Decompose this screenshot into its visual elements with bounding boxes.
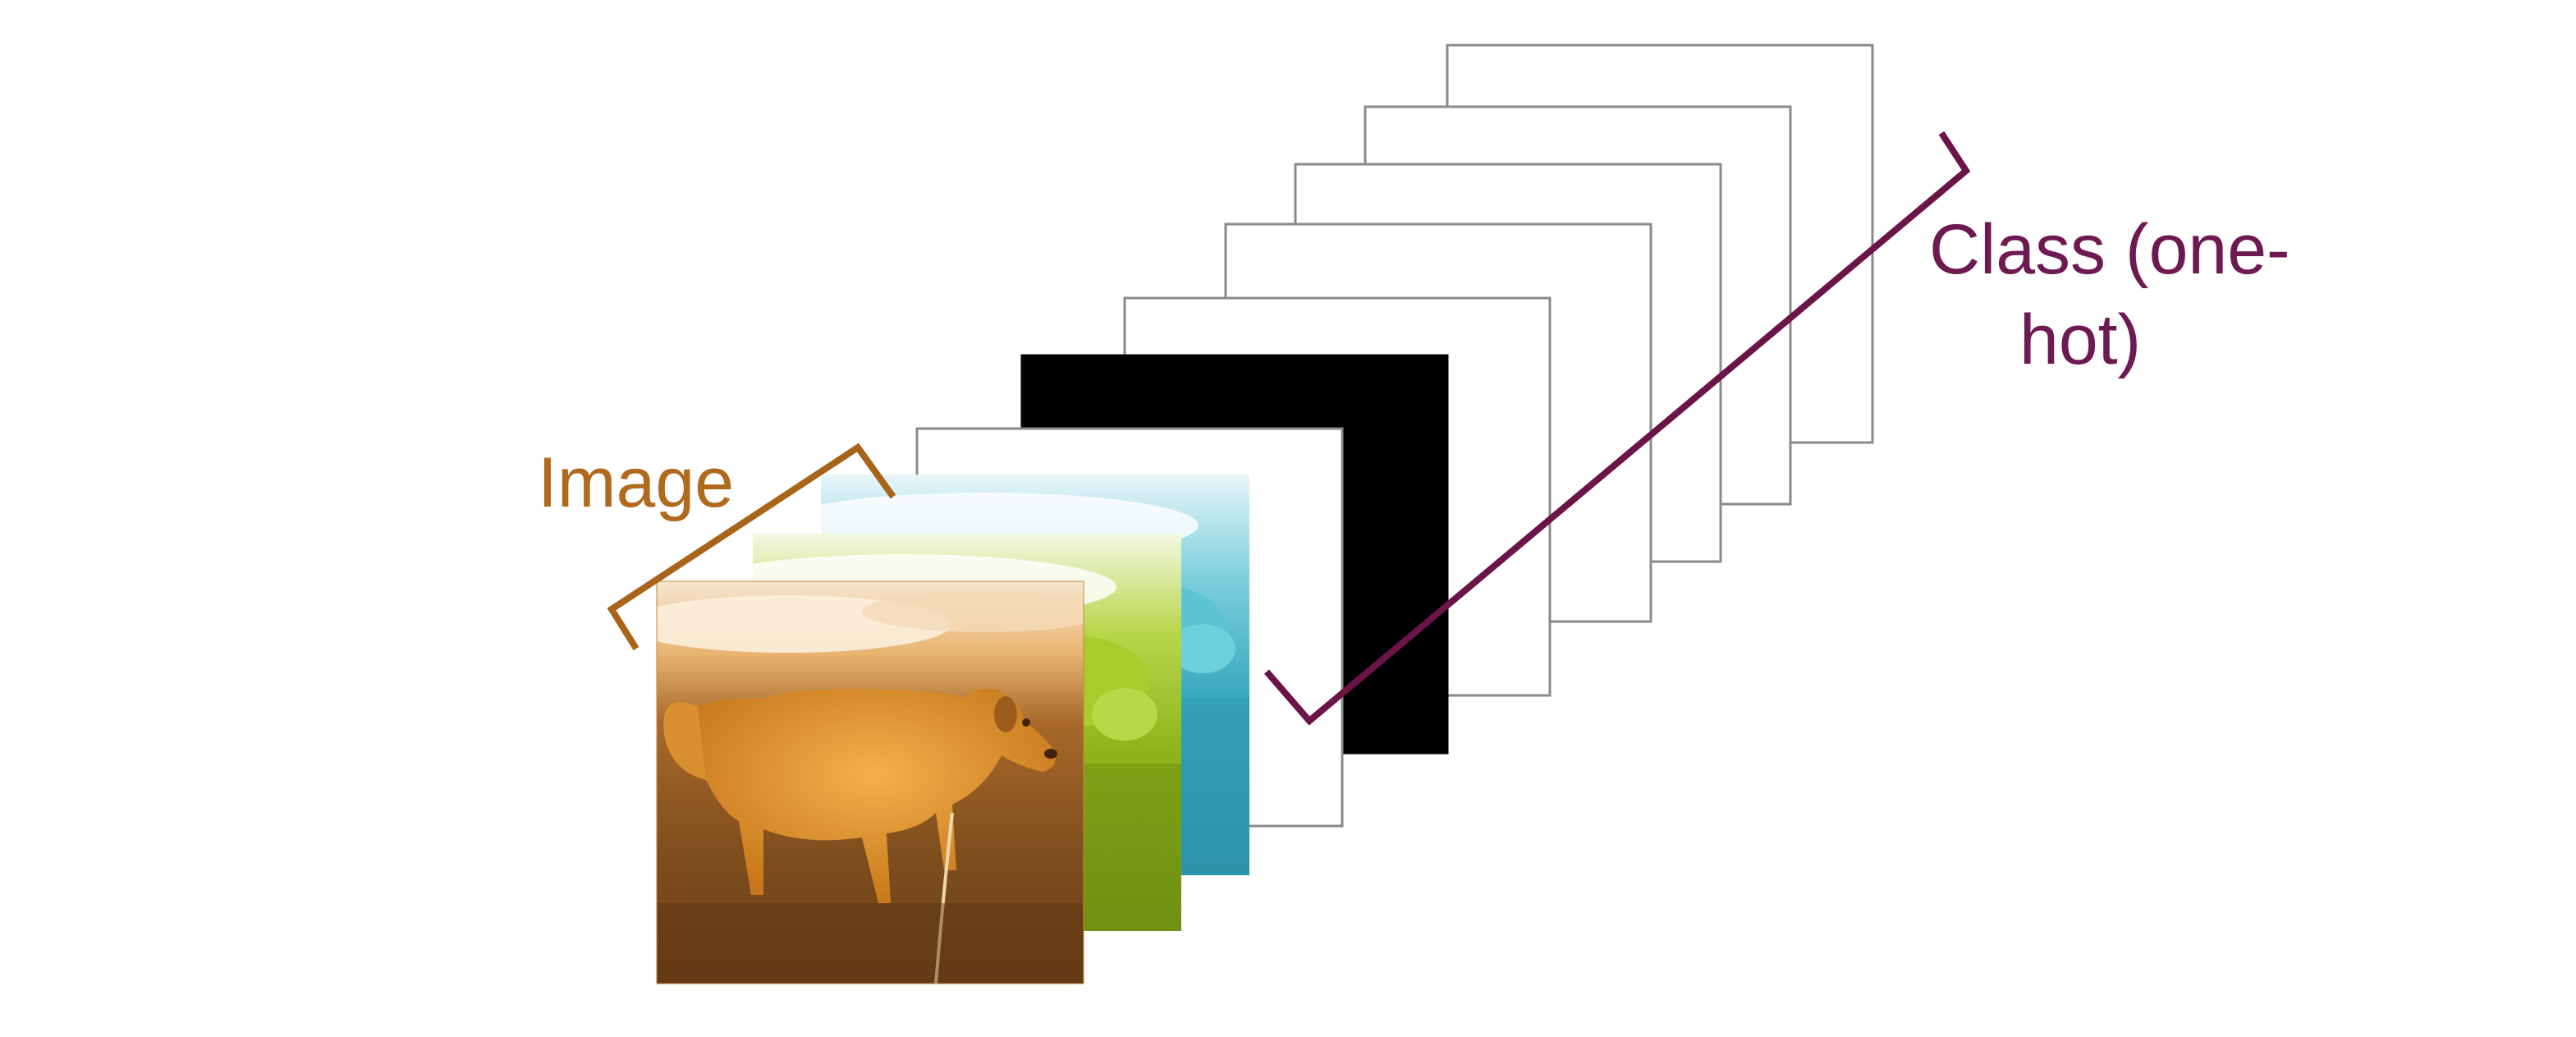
orange-channel-border	[656, 580, 1084, 984]
class-plane-stack	[915, 44, 1874, 828]
image-label: Image	[538, 443, 734, 522]
class-label-line2: hot)	[2019, 301, 2141, 379]
image-bracket	[607, 443, 896, 651]
orange-channel	[657, 581, 1084, 984]
class-label-line1: Class (one-	[1929, 210, 2290, 289]
dog-shape	[663, 688, 1057, 903]
class-bracket	[1263, 131, 1971, 726]
